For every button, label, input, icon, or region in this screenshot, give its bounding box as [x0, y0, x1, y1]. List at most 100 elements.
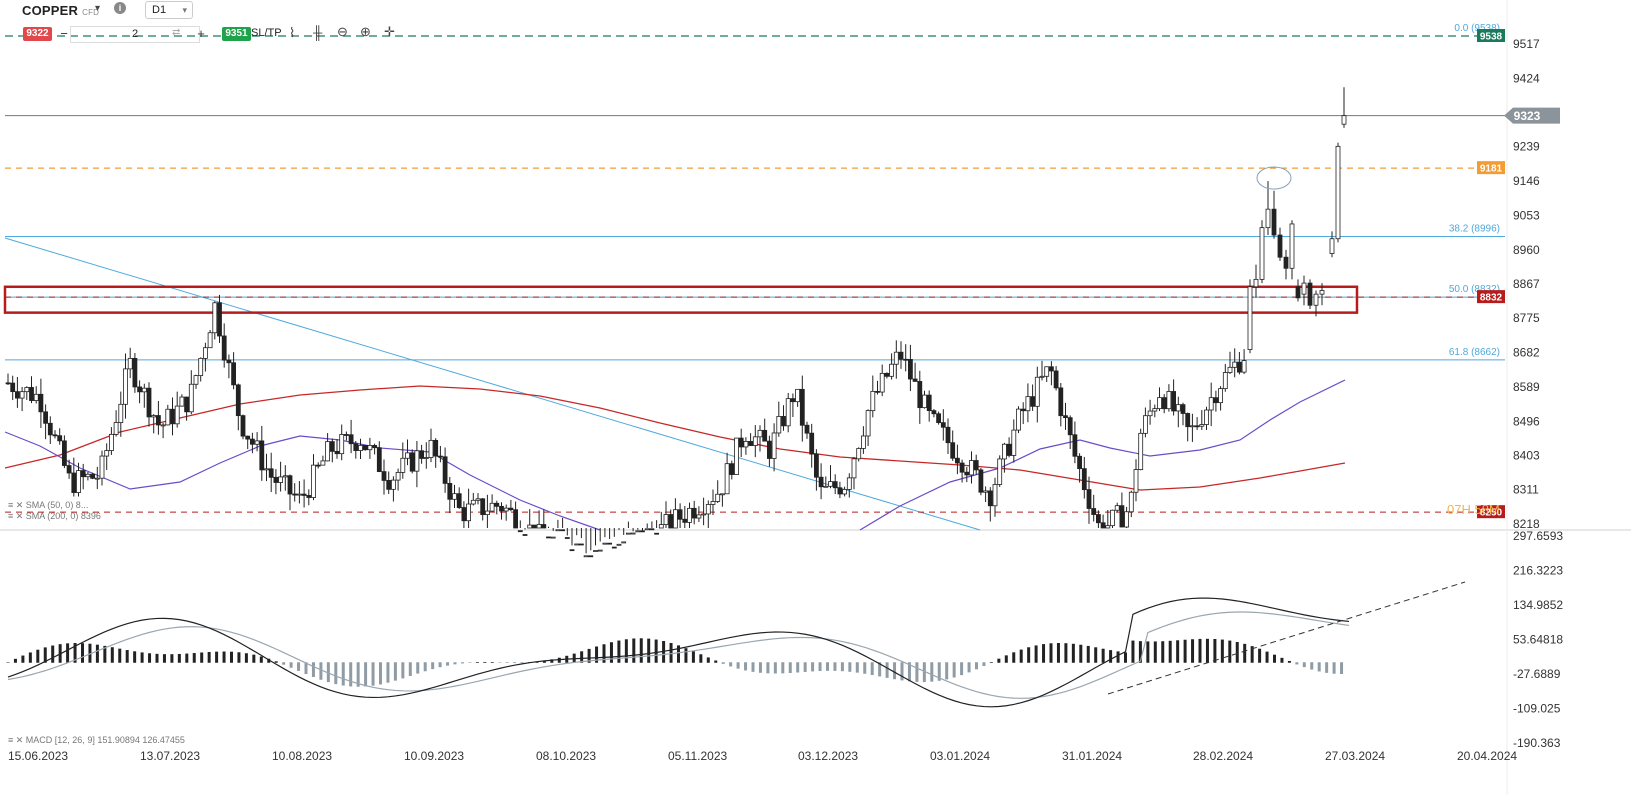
- candle: [734, 437, 739, 475]
- candle: [790, 398, 796, 403]
- candle: [828, 481, 833, 487]
- crosshair-icon[interactable]: ✛: [384, 24, 395, 39]
- candle: [743, 440, 749, 448]
- macd-histogram-bar: [1295, 662, 1299, 665]
- macd-histogram-bar: [81, 643, 84, 663]
- candle: [1194, 425, 1200, 428]
- macd-histogram-bar: [952, 662, 956, 678]
- macd-histogram-bar: [907, 662, 911, 682]
- candle: [480, 498, 486, 516]
- macd-histogram-bar: [1213, 639, 1217, 663]
- macd-histogram-bar: [885, 662, 889, 678]
- candle: [527, 524, 533, 529]
- macd-histogram-bar: [438, 662, 442, 668]
- macd-signal-line: [7, 611, 1350, 699]
- candle: [1277, 234, 1283, 258]
- macd-histogram-bar: [699, 654, 703, 663]
- macd-histogram-bar: [460, 662, 464, 664]
- candle: [141, 387, 147, 393]
- macd-histogram-bar: [475, 662, 479, 663]
- macd-histogram-bar: [1317, 662, 1321, 672]
- macd-histogram-bar: [95, 644, 99, 663]
- candle: [221, 335, 227, 361]
- macd-histogram-bar: [803, 662, 807, 672]
- candle: [682, 518, 688, 523]
- candle: [109, 433, 114, 451]
- sltp-button[interactable]: SL/TP: [251, 27, 282, 39]
- decrease-quantity-button[interactable]: −: [60, 26, 68, 41]
- candle: [1044, 366, 1050, 377]
- candle: [1039, 375, 1045, 378]
- macd-histogram-bar: [483, 661, 487, 663]
- macd-histogram-bar: [826, 662, 829, 671]
- candle: [80, 470, 86, 478]
- candle: [814, 453, 819, 478]
- candle: [1289, 223, 1295, 269]
- candle: [1335, 145, 1341, 240]
- candle: [123, 368, 128, 405]
- candle: [282, 475, 288, 478]
- candle: [405, 452, 410, 459]
- macd-histogram-bar: [371, 662, 375, 686]
- date-axis-label: 13.07.2023: [140, 749, 200, 763]
- sell-button[interactable]: 9322: [23, 27, 52, 41]
- candle: [799, 388, 805, 426]
- candle: [785, 398, 791, 427]
- increase-quantity-button[interactable]: +: [197, 26, 205, 41]
- candle: [76, 470, 81, 493]
- swap-icon[interactable]: ⇄: [172, 27, 181, 38]
- macd-histogram-bar: [498, 662, 502, 663]
- buy-button[interactable]: 9351: [222, 27, 251, 41]
- fib-label: 50.0 (8832): [1449, 284, 1500, 295]
- candle: [776, 416, 782, 434]
- line-chart-icon[interactable]: ⌇: [289, 25, 296, 40]
- macd-histogram-bar: [1049, 643, 1053, 663]
- candles-icon[interactable]: ╫: [313, 25, 323, 40]
- candle: [522, 534, 528, 536]
- macd-histogram-bar: [1138, 641, 1142, 663]
- candle: [212, 302, 218, 334]
- candle: [644, 528, 650, 531]
- info-icon[interactable]: i: [114, 2, 126, 14]
- zoom-in-icon[interactable]: ⊕: [360, 24, 371, 39]
- candle: [484, 510, 490, 516]
- macd-histogram-bar: [915, 662, 919, 682]
- candle: [752, 436, 758, 446]
- timeframe-select[interactable]: D1 ▾: [145, 1, 193, 19]
- candle: [837, 487, 843, 495]
- candle: [1329, 238, 1335, 254]
- candle: [583, 555, 589, 558]
- macd-histogram-bar: [595, 646, 599, 663]
- candle: [24, 387, 30, 393]
- macd-histogram-bar: [900, 662, 904, 681]
- quantity-input[interactable]: 2: [70, 26, 200, 43]
- candle: [343, 434, 349, 436]
- candle: [950, 442, 956, 459]
- macd-histogram-bar: [580, 651, 584, 663]
- chevron-down-icon[interactable]: ▾: [95, 3, 101, 14]
- candle: [879, 372, 885, 393]
- candle: [1034, 376, 1040, 407]
- symbol-title[interactable]: COPPER CFD: [22, 3, 99, 18]
- candle: [461, 507, 467, 522]
- highlight-ellipse: [1256, 166, 1292, 190]
- macd-histogram-bar: [222, 651, 226, 663]
- macd-histogram-bar: [1198, 638, 1202, 663]
- macd-histogram-bar: [855, 662, 859, 673]
- candle: [306, 495, 312, 498]
- macd-histogram-bar: [714, 660, 718, 663]
- candle: [353, 443, 359, 451]
- candle: [226, 359, 232, 364]
- candle: [52, 434, 58, 437]
- macd-histogram-bar: [110, 647, 114, 663]
- candle: [292, 493, 298, 496]
- macd-histogram-bar: [237, 652, 241, 663]
- macd-histogram-bar: [1325, 662, 1329, 673]
- candle: [264, 468, 269, 471]
- candle: [311, 464, 316, 498]
- candle: [973, 460, 979, 471]
- zoom-out-icon[interactable]: ⊖: [337, 24, 348, 39]
- candle: [908, 359, 913, 380]
- candle: [593, 550, 598, 552]
